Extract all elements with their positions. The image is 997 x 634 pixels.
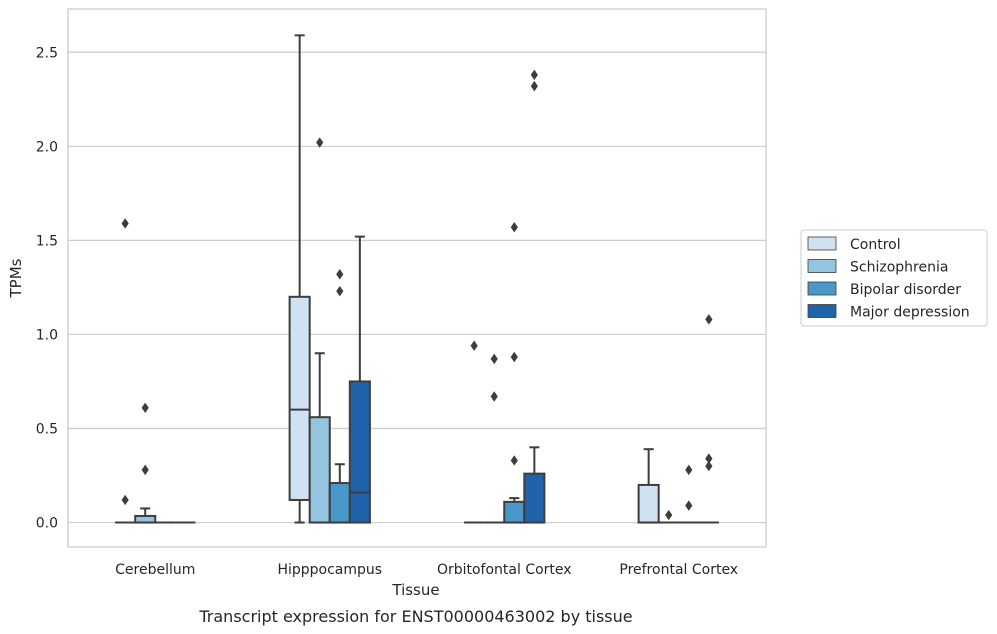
y-axis-label: TPMs [7,258,25,298]
y-tick-label: 2.0 [36,139,58,155]
y-axis-ticks: 0.0 0.5 1.0 1.5 2.0 2.5 [36,45,58,531]
outlier-point [705,460,713,472]
box-schizophrenia [484,353,505,524]
legend-swatch [807,304,837,318]
legend-swatch [807,259,837,273]
box-bipolar-disorder [328,269,351,524]
box-body [288,295,311,501]
box-body [328,482,351,524]
outlier-point [121,218,129,229]
outlier-point [510,222,518,233]
box-schizophrenia [308,137,331,524]
box-schizophrenia [134,402,157,524]
box-series [115,34,719,524]
x-axis-ticks: Cerebellum Hipppocampus Orbitofontal Corte… [115,562,738,578]
outlier-point [530,80,538,92]
legend-label: Schizophrenia [850,260,948,276]
outlier-point [685,464,693,476]
outlier-point [141,464,149,476]
x-tick-label: Prefrontal Cortex [619,562,738,578]
grid-lines [68,51,766,524]
outlier-point [336,285,344,297]
y-tick-label: 0.0 [36,516,58,532]
box-major-depression [523,69,546,524]
legend-swatch [807,236,837,251]
outlier-point [530,69,538,81]
box-control [464,340,485,524]
x-tick-label: Orbitofontal Cortex [437,562,572,578]
outlier-point [510,351,518,363]
box-body [637,483,660,524]
box-body [503,500,526,524]
legend-swatch [807,281,837,296]
box-schizophrenia [658,509,679,524]
outlier-point [490,391,498,402]
y-tick-label: 1.5 [36,233,58,249]
outlier-point [705,314,713,325]
legend-frame [800,229,988,327]
outlier-point [316,137,324,148]
outlier-point [121,494,129,506]
box-bipolar-disorder [503,222,526,524]
box-body [308,416,331,524]
x-tick-label: Hipppocampus [277,562,382,578]
outlier-point [336,269,344,280]
outlier-point [685,500,693,511]
legend: Control Schizophrenia Bipolar disorder Majo… [800,229,988,327]
box-body [348,380,371,524]
box-control [288,34,311,524]
box-control [637,448,660,524]
box-major-depression [698,314,719,524]
box-major-depression [348,235,371,524]
box-body [523,472,546,524]
legend-label: Bipolar disorder [850,282,961,298]
legend-label: Major depression [850,305,970,321]
outlier-point [510,455,518,466]
x-tick-label: Cerebellum [115,562,195,578]
x-axis-label: Tissue [391,581,439,599]
plot-area-frame [67,8,767,548]
outlier-point [490,353,498,365]
legend-label: Control [850,237,901,253]
outlier-point [705,453,713,464]
y-tick-label: 2.5 [36,45,58,61]
outlier-point [665,509,673,521]
y-tick-label: 1.0 [36,327,58,343]
chart-caption: Transcript expression for ENST0000046300… [198,607,632,626]
box-bipolar-disorder [678,464,699,524]
outlier-point [141,402,149,413]
box-control [115,218,136,524]
outlier-point [470,340,478,351]
y-tick-label: 0.5 [36,421,58,437]
